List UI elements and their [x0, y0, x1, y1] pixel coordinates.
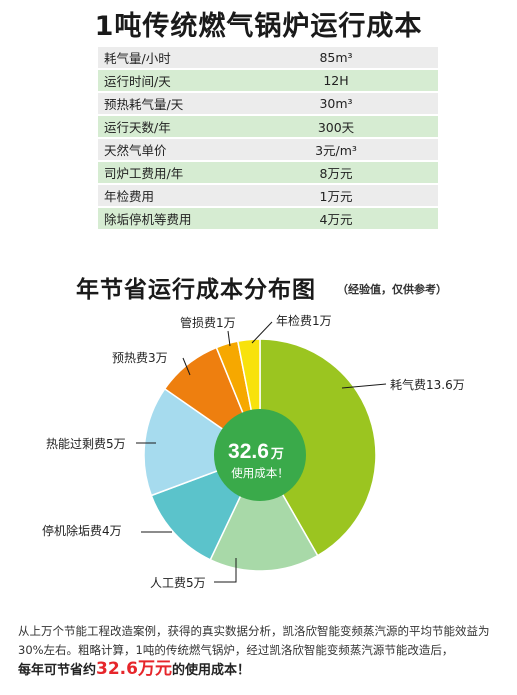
row-label: 天然气单价	[98, 139, 234, 160]
row-label: 年检费用	[98, 185, 234, 206]
table-row: 运行时间/天 12H	[98, 70, 438, 91]
page-title: 1吨传统燃气锅炉运行成本	[94, 11, 423, 42]
footer-text: 从上万个节能工程改造案例，获得的真实数据分析，凯洛欣智能变频蒸汽源的平均节能效益…	[18, 622, 506, 680]
footer-paragraph: 从上万个节能工程改造案例，获得的真实数据分析，凯洛欣智能变频蒸汽源的平均节能效益…	[18, 624, 490, 657]
chart-note: （经验值，仅供参考）	[337, 283, 447, 296]
row-value: 4万元	[234, 208, 438, 229]
leader-lines	[136, 321, 387, 583]
row-value: 12H	[234, 70, 438, 91]
slice-label: 热能过剩费5万	[46, 437, 126, 451]
row-label: 预热耗气量/天	[98, 93, 234, 114]
pie-slice	[259, 338, 377, 557]
total-prefix: 每年可节省约	[18, 663, 97, 678]
chart-title: 年节省运行成本分布图	[76, 277, 316, 303]
leader-line	[251, 321, 273, 344]
table-row: 除垢停机等费用 4万元	[98, 208, 438, 229]
center-caption: 使用成本！	[231, 466, 289, 480]
row-label: 除垢停机等费用	[98, 208, 234, 229]
row-value: 8万元	[234, 162, 438, 183]
row-value: 85m³	[234, 47, 438, 68]
row-label: 司炉工费用/年	[98, 162, 234, 183]
slice-label: 年检费1万	[276, 313, 332, 328]
row-label: 耗气量/小时	[98, 47, 234, 68]
leader-line	[214, 558, 237, 583]
table-row: 预热耗气量/天 30m³	[98, 93, 438, 114]
slice-label: 管损费1万	[180, 315, 236, 330]
slice-label: 停机除垢费4万	[42, 523, 122, 538]
row-value: 3元/m³	[234, 139, 438, 160]
slice-label: 耗气费13.6万	[390, 377, 465, 392]
table-row: 司炉工费用/年 8万元	[98, 162, 438, 183]
total-suffix: 的使用成本！	[171, 663, 250, 678]
total-value: 32.6万元	[96, 659, 172, 679]
center-unit: 万	[270, 446, 284, 461]
center-disc	[214, 409, 306, 501]
table-row: 天然气单价 3元/m³	[98, 139, 438, 160]
row-value: 300天	[234, 116, 438, 137]
table-row: 年检费用 1万元	[98, 185, 438, 206]
table-row: 运行天数/年 300天	[98, 116, 438, 137]
row-label: 运行时间/天	[98, 70, 234, 91]
leader-line	[227, 330, 231, 347]
row-label: 运行天数/年	[98, 116, 234, 137]
footer-total: 每年可节省约32.6万元的使用成本！	[18, 660, 506, 680]
center-number: 32.6	[228, 440, 269, 463]
pie-slice	[209, 453, 319, 572]
leader-line	[182, 357, 191, 376]
row-value: 1万元	[234, 185, 438, 206]
center-value: 32.6 万	[228, 440, 284, 463]
pie-slice	[143, 387, 262, 497]
slice-label: 预热费3万	[112, 351, 168, 365]
row-value: 30m³	[234, 93, 438, 114]
leader-line	[341, 383, 387, 389]
cost-table: 耗气量/小时 85m³ 运行时间/天 12H 预热耗气量/天 30m³ 运行天数…	[98, 45, 438, 231]
slice-label: 人工费5万	[150, 576, 206, 590]
table-row: 耗气量/小时 85m³	[98, 47, 438, 68]
